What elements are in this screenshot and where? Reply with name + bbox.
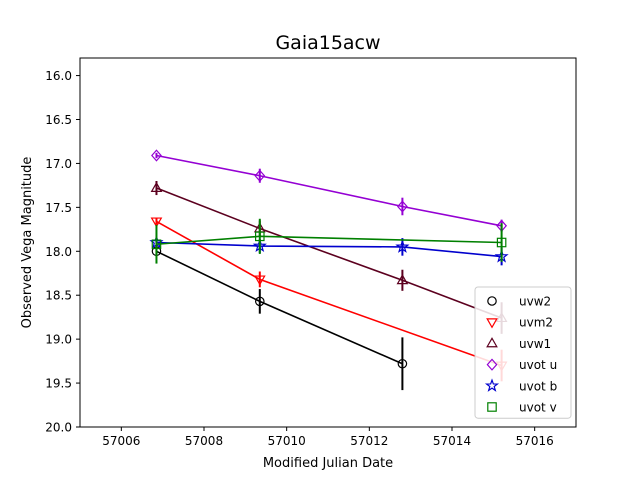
legend-marker [487,402,497,412]
y-tick-label: 17.5 [45,201,72,215]
data-point [254,296,265,307]
y-tick-label: 19.0 [45,333,72,347]
legend-item-uvot-b: uvot b [484,378,557,393]
legend-label: uvot u [519,358,557,372]
x-tick-label: 57010 [268,434,306,448]
legend-item-uvw1: uvw1 [486,337,551,351]
chart-title: Gaia15acw [275,32,380,54]
y-tick-label: 18.0 [45,245,72,259]
y-axis-label: Observed Vega Magnitude [20,157,35,329]
series-line-uvot-b [156,241,502,258]
x-tick-label: 57012 [350,434,388,448]
y-tick-label: 16.5 [45,113,72,127]
data-point [150,181,163,192]
y-tick-label: 17.0 [45,157,72,171]
legend-item-uvw2: uvw2 [487,295,551,309]
legend-box [474,286,572,419]
axes: 57006 57008 57010 57012 57014 57016 16.0 16.5 17… [45,69,553,448]
data-point [151,239,162,250]
legend-label: uvot b [519,379,557,393]
series-line-uvot-u [156,154,502,227]
x-tick-label: 57008 [185,434,223,448]
legend-marker [486,337,498,348]
legend-label: uvm2 [519,316,553,330]
legend-marker [484,378,500,392]
legend-item-uvot-v: uvot v [487,401,557,415]
legend: uvw2 uvm2 uvw1 uvot u uvot b uvot v [474,286,572,419]
x-tick-label: 57014 [433,434,471,448]
y-tick-label: 16.0 [45,69,72,83]
plot-frame [79,57,577,428]
x-tick-label: 57006 [102,434,140,448]
data-point [253,275,266,286]
data-point [396,274,409,285]
data-point [255,231,265,242]
plot-area [149,149,509,391]
legend-item-uvot-u: uvot u [486,358,557,372]
x-axis-label: Modified Julian Date [263,456,393,471]
y-tick-label: 20.0 [45,421,72,435]
series-line-uvw1 [156,187,502,319]
legend-item-uvm2: uvm2 [486,316,553,330]
data-point [496,237,507,248]
y-tick-label: 18.5 [45,289,72,303]
legend-label: uvw2 [519,295,551,309]
y-tick-label: 19.5 [45,377,72,391]
data-point [395,239,410,253]
legend-marker [486,318,498,329]
series-uvot-u [151,149,508,232]
data-point [396,200,408,213]
series-uvot-v [151,218,507,264]
data-point [150,217,163,228]
data-point [397,358,408,369]
x-tick-label: 57016 [516,434,554,448]
legend-label: uvw1 [519,337,551,351]
data-point [254,169,266,182]
legend-marker [487,296,497,306]
legend-label: uvot v [519,401,557,415]
data-point [151,149,162,162]
legend-marker [486,358,498,371]
